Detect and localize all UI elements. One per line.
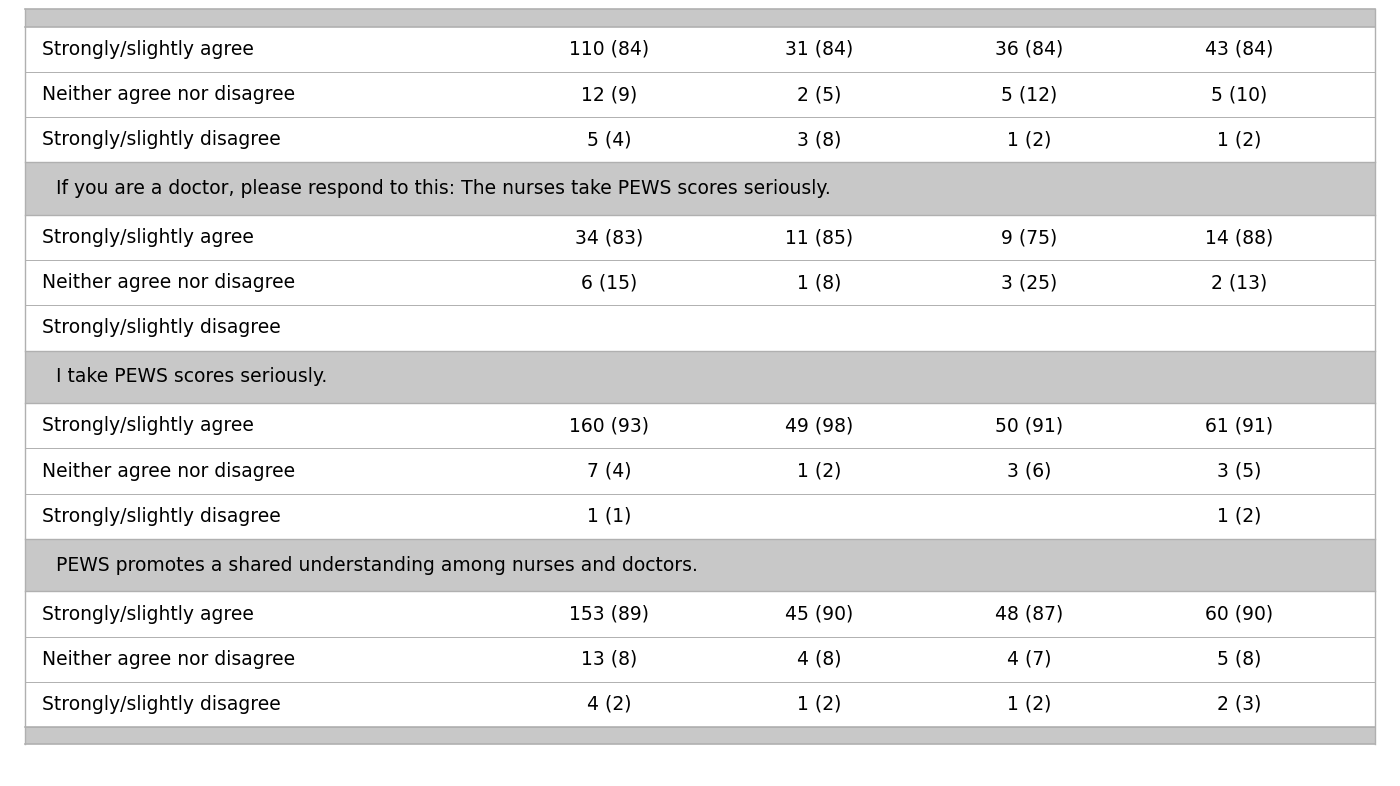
Text: 1 (2): 1 (2) bbox=[1217, 130, 1261, 149]
Bar bbox=[25, 727, 1375, 744]
Text: 1 (8): 1 (8) bbox=[797, 274, 841, 292]
Text: Strongly/slightly disagree: Strongly/slightly disagree bbox=[42, 695, 281, 714]
Text: 153 (89): 153 (89) bbox=[568, 604, 650, 623]
Text: 3 (8): 3 (8) bbox=[797, 130, 841, 149]
Text: 61 (91): 61 (91) bbox=[1205, 417, 1273, 435]
Text: 5 (8): 5 (8) bbox=[1217, 650, 1261, 669]
Text: 36 (84): 36 (84) bbox=[995, 40, 1063, 59]
Text: 13 (8): 13 (8) bbox=[581, 650, 637, 669]
Text: Neither agree nor disagree: Neither agree nor disagree bbox=[42, 461, 295, 480]
Text: 60 (90): 60 (90) bbox=[1205, 604, 1273, 623]
Bar bbox=[25, 306, 1375, 351]
Bar bbox=[25, 117, 1375, 162]
Bar bbox=[25, 637, 1375, 682]
Text: 48 (87): 48 (87) bbox=[995, 604, 1063, 623]
Text: 34 (83): 34 (83) bbox=[575, 228, 643, 247]
Bar bbox=[25, 260, 1375, 306]
Text: 1 (1): 1 (1) bbox=[587, 507, 631, 526]
Bar bbox=[25, 592, 1375, 637]
Text: PEWS promotes a shared understanding among nurses and doctors.: PEWS promotes a shared understanding amo… bbox=[56, 556, 697, 575]
Text: 11 (85): 11 (85) bbox=[785, 228, 853, 247]
Text: 4 (2): 4 (2) bbox=[587, 695, 631, 714]
Text: Strongly/slightly agree: Strongly/slightly agree bbox=[42, 40, 253, 59]
Bar bbox=[25, 72, 1375, 117]
Text: 43 (84): 43 (84) bbox=[1205, 40, 1273, 59]
Text: 5 (4): 5 (4) bbox=[587, 130, 631, 149]
Text: 110 (84): 110 (84) bbox=[568, 40, 650, 59]
Text: 2 (5): 2 (5) bbox=[797, 85, 841, 104]
Text: 6 (15): 6 (15) bbox=[581, 274, 637, 292]
Text: 50 (91): 50 (91) bbox=[995, 417, 1063, 435]
Text: Strongly/slightly agree: Strongly/slightly agree bbox=[42, 228, 253, 247]
Bar bbox=[25, 351, 1375, 403]
Text: 4 (8): 4 (8) bbox=[797, 650, 841, 669]
Text: 5 (12): 5 (12) bbox=[1001, 85, 1057, 104]
Text: Strongly/slightly disagree: Strongly/slightly disagree bbox=[42, 507, 281, 526]
Text: Strongly/slightly disagree: Strongly/slightly disagree bbox=[42, 130, 281, 149]
Text: Strongly/slightly agree: Strongly/slightly agree bbox=[42, 417, 253, 435]
Text: 3 (5): 3 (5) bbox=[1217, 461, 1261, 480]
Bar bbox=[25, 9, 1375, 27]
Text: 1 (2): 1 (2) bbox=[1217, 507, 1261, 526]
Text: 1 (2): 1 (2) bbox=[797, 695, 841, 714]
Text: 2 (3): 2 (3) bbox=[1217, 695, 1261, 714]
Text: 160 (93): 160 (93) bbox=[568, 417, 650, 435]
Text: 45 (90): 45 (90) bbox=[785, 604, 853, 623]
Text: 5 (10): 5 (10) bbox=[1211, 85, 1267, 104]
Bar bbox=[25, 682, 1375, 727]
Text: Neither agree nor disagree: Neither agree nor disagree bbox=[42, 85, 295, 104]
Bar bbox=[25, 163, 1375, 215]
Text: I take PEWS scores seriously.: I take PEWS scores seriously. bbox=[56, 367, 328, 387]
Text: 31 (84): 31 (84) bbox=[785, 40, 853, 59]
Text: 12 (9): 12 (9) bbox=[581, 85, 637, 104]
Text: 7 (4): 7 (4) bbox=[587, 461, 631, 480]
Text: Neither agree nor disagree: Neither agree nor disagree bbox=[42, 650, 295, 669]
Text: 1 (2): 1 (2) bbox=[1007, 130, 1051, 149]
Text: Strongly/slightly disagree: Strongly/slightly disagree bbox=[42, 318, 281, 337]
Text: 49 (98): 49 (98) bbox=[785, 417, 853, 435]
Bar bbox=[25, 539, 1375, 592]
Text: 1 (2): 1 (2) bbox=[1007, 695, 1051, 714]
Bar bbox=[25, 215, 1375, 260]
Text: 3 (6): 3 (6) bbox=[1007, 461, 1051, 480]
Text: 9 (75): 9 (75) bbox=[1001, 228, 1057, 247]
Bar bbox=[25, 448, 1375, 494]
Text: Neither agree nor disagree: Neither agree nor disagree bbox=[42, 274, 295, 292]
Bar bbox=[25, 27, 1375, 72]
Text: 1 (2): 1 (2) bbox=[797, 461, 841, 480]
Text: 4 (7): 4 (7) bbox=[1007, 650, 1051, 669]
Bar bbox=[25, 403, 1375, 448]
Text: 2 (13): 2 (13) bbox=[1211, 274, 1267, 292]
Text: Strongly/slightly agree: Strongly/slightly agree bbox=[42, 604, 253, 623]
Text: 3 (25): 3 (25) bbox=[1001, 274, 1057, 292]
Bar bbox=[25, 494, 1375, 539]
Text: 14 (88): 14 (88) bbox=[1205, 228, 1273, 247]
Text: If you are a doctor, please respond to this: The nurses take PEWS scores serious: If you are a doctor, please respond to t… bbox=[56, 179, 830, 198]
